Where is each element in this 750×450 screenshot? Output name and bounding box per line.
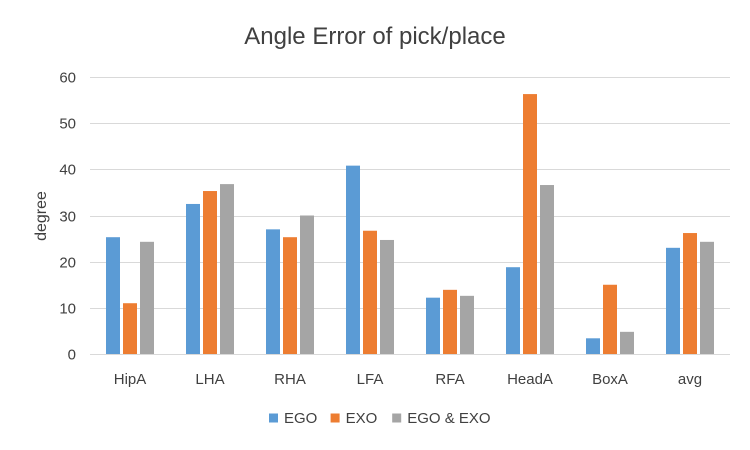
bar-ego-heada (506, 267, 520, 354)
legend: EGO EXO EGO & EXO (269, 410, 491, 427)
y-tick-label: 60 (59, 70, 76, 87)
x-tick-label: LHA (195, 371, 224, 388)
legend-item-ego: EGO (269, 410, 317, 427)
chart-title: Angle Error of pick/place (244, 23, 505, 50)
bar-ego-exo-lha (220, 184, 234, 354)
legend-label: EXO (346, 410, 378, 427)
x-tick-label: RFA (435, 371, 464, 388)
x-tick-label: avg (678, 371, 702, 388)
y-tick-label: 10 (59, 301, 76, 318)
bar-ego-exo-rfa (460, 295, 474, 354)
bar-ego-exo-hipa (140, 241, 154, 354)
bar-ego-rha (266, 229, 280, 354)
bar-ego-exo-boxa (620, 331, 634, 354)
bar-ego-exo-lfa (380, 239, 394, 354)
bar-exo-rha (283, 237, 297, 354)
bar-exo-boxa (603, 284, 617, 354)
bar-ego-lha (186, 203, 200, 354)
bar-exo-lfa (363, 230, 377, 354)
x-tick-label: RHA (274, 371, 306, 388)
x-tick-label: HeadA (507, 371, 553, 388)
y-tick-label: 30 (59, 209, 76, 226)
x-tick-label: LFA (357, 371, 384, 388)
bar-ego-exo-rha (300, 215, 314, 354)
bar-ego-avg (666, 247, 680, 354)
legend-item-ego-exo: EGO & EXO (392, 410, 491, 427)
y-tick-label: 20 (59, 255, 76, 272)
legend-swatch (269, 413, 278, 423)
bars (106, 94, 714, 354)
bar-ego-exo-heada (540, 185, 554, 354)
bar-exo-heada (523, 94, 537, 354)
x-axis-ticks: HipA LHA RHA LFA RFA HeadA BoxA avg (114, 371, 702, 388)
legend-swatch (330, 413, 340, 423)
y-axis-title: degree (33, 191, 50, 241)
bar-exo-avg (683, 233, 697, 354)
legend-item-exo: EXO (330, 410, 378, 427)
x-tick-label: BoxA (592, 371, 628, 388)
y-tick-label: 40 (59, 162, 76, 179)
bar-exo-hipa (123, 303, 137, 354)
bar-ego-rfa (426, 297, 440, 354)
y-tick-label: 0 (68, 347, 76, 364)
legend-swatch (392, 413, 402, 423)
y-tick-label: 50 (59, 116, 76, 133)
bar-ego-boxa (586, 338, 600, 354)
legend-label: EGO (284, 410, 317, 427)
bar-exo-lha (203, 191, 217, 354)
y-axis-ticks: 0 10 20 30 40 50 60 (59, 70, 76, 364)
bar-ego-hipa (106, 237, 120, 354)
legend-label: EGO & EXO (407, 410, 490, 427)
bar-ego-lfa (346, 165, 360, 354)
bar-ego-exo-avg (700, 241, 714, 354)
x-tick-label: HipA (114, 371, 147, 388)
bar-exo-rfa (443, 289, 457, 354)
